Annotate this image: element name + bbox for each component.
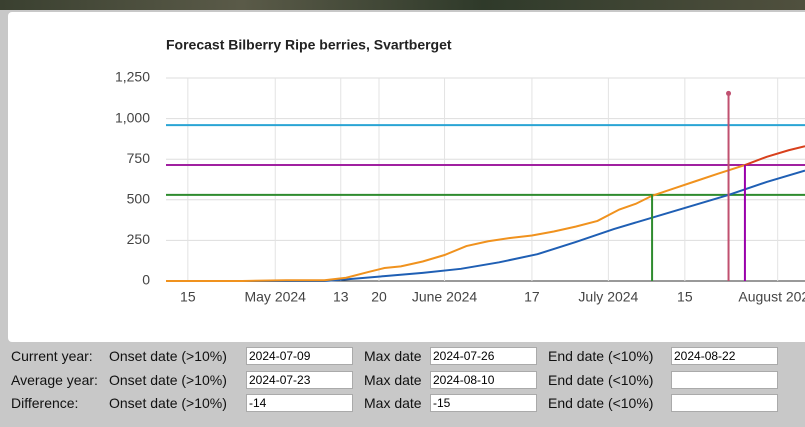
field-label: Onset date (>10%)	[109, 348, 227, 364]
x-tick-label: June 2024	[412, 289, 478, 305]
field-label: End date (<10%)	[548, 348, 654, 364]
date-marker	[726, 90, 732, 96]
chart: Forecast Bilberry Ripe berries, Svartber…	[115, 37, 805, 305]
field-input[interactable]: -14	[246, 394, 353, 412]
field-input[interactable]: 2024-08-22	[671, 347, 778, 365]
field-input[interactable]: 2024-07-23	[246, 370, 353, 389]
y-tick-label: 1,000	[115, 109, 150, 125]
series-line	[166, 169, 805, 282]
field-label: End date (<10%)	[548, 395, 654, 411]
chart-title: Forecast Bilberry Ripe berries, Svartber…	[166, 37, 452, 53]
field-label: Onset date (>10%)	[109, 371, 227, 388]
y-tick-label: 500	[127, 191, 151, 207]
x-tick-label: 17	[524, 289, 540, 305]
field-label: Max date	[364, 348, 422, 364]
x-tick-label: July 2024	[578, 289, 638, 305]
header-image	[0, 0, 805, 10]
x-tick-label: May 2024	[244, 289, 306, 305]
y-tick-label: 1,250	[115, 69, 150, 85]
field-input[interactable]	[671, 394, 778, 412]
field-input[interactable]	[671, 370, 778, 389]
field-label: End date (<10%)	[548, 371, 654, 388]
x-tick-label: 15	[677, 289, 693, 305]
row-label: Difference:	[11, 395, 79, 411]
series-line	[744, 145, 805, 166]
y-tick-label: 0	[142, 272, 150, 288]
row-label: Average year:	[11, 371, 98, 388]
x-tick-label: 13	[333, 289, 349, 305]
y-tick-label: 250	[127, 231, 151, 247]
field-input[interactable]: 2024-07-09	[246, 347, 353, 365]
field-input[interactable]: -15	[430, 394, 537, 412]
chart-panel	[8, 12, 805, 342]
series-line	[166, 164, 746, 282]
row-label: Current year:	[11, 348, 93, 364]
x-tick-label: 20	[371, 289, 387, 305]
field-input[interactable]: 2024-07-26	[430, 347, 537, 365]
field-label: Onset date (>10%)	[109, 395, 227, 411]
x-tick-label: 15	[180, 289, 196, 305]
x-tick-label: August 2024	[738, 289, 805, 305]
field-input[interactable]: 2024-08-10	[430, 370, 537, 389]
field-label: Max date	[364, 371, 422, 388]
y-tick-label: 750	[127, 150, 151, 166]
field-label: Max date	[364, 395, 422, 411]
